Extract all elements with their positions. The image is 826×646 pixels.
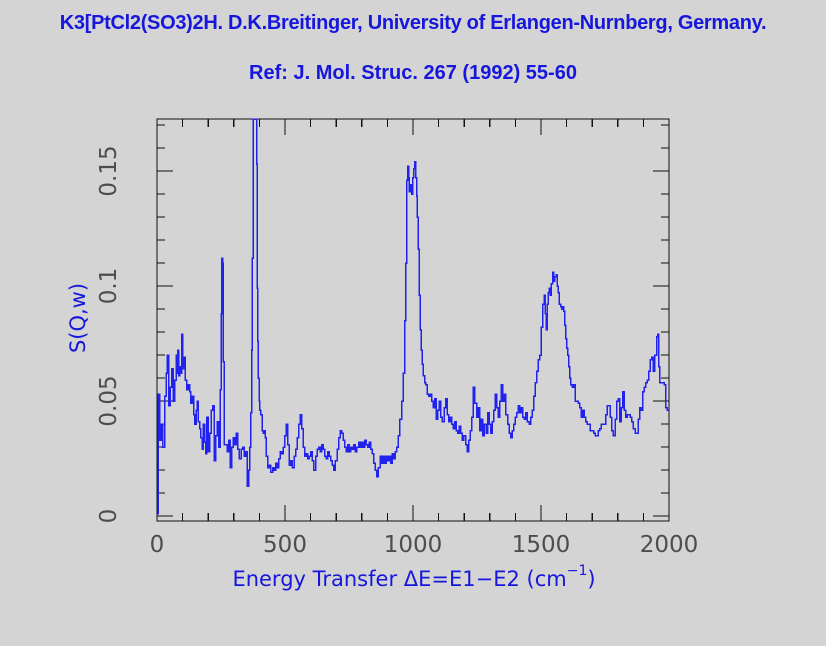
y-axis-label: S(Q,w): [66, 282, 90, 354]
spectrum-line: [157, 118, 669, 515]
chart-reference: Ref: J. Mol. Struc. 267 (1992) 55-60: [249, 62, 577, 84]
x-tick-label: 0: [150, 532, 165, 558]
x-tick-label: 1500: [512, 532, 571, 558]
x-tick-labels: 0 500 1000 1500 2000: [150, 532, 699, 558]
x-axis-label-close: ): [587, 567, 596, 591]
plot-box: [156, 118, 670, 522]
x-axis-label-text: Energy Transfer ΔE=E1−E2 (cm: [232, 567, 567, 591]
x-tick-label: 2000: [640, 532, 699, 558]
y-tick-labels: 0 0.05 0.1 0.15: [96, 145, 122, 523]
y-tick-label: 0.15: [96, 145, 122, 196]
x-axis-label-superscript: −1: [566, 563, 588, 579]
chart-title: K3[PtCl2(SO3)2H. D.K.Breitinger, Univers…: [59, 12, 767, 34]
x-axis-label: Energy Transfer ΔE=E1−E2 (cm−1): [232, 563, 596, 591]
x-tick-label: 1000: [384, 532, 443, 558]
x-tick-label: 500: [263, 532, 307, 558]
y-tick-label: 0.05: [96, 375, 122, 426]
y-tick-label: 0.1: [96, 268, 122, 305]
y-tick-label: 0: [96, 509, 122, 524]
